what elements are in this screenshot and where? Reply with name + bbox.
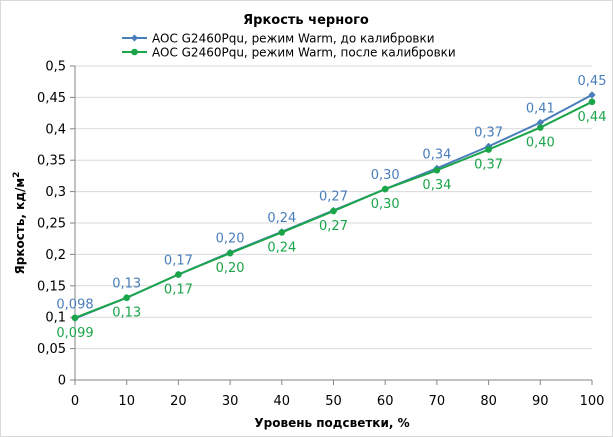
x-tick-label: 10 [118,394,135,409]
x-tick-label: 80 [480,394,497,409]
data-label: 0,099 [56,326,93,341]
x-tick-label: 30 [222,394,239,409]
chart-title: Яркость черного [243,13,369,28]
data-label: 0,41 [526,102,555,117]
data-point-circle [433,166,441,174]
data-point-circle [537,124,544,131]
data-label: 0,37 [474,158,503,173]
data-label: 0,24 [267,240,296,255]
legend-label-before: AOC G2460Pqu, режим Warm, до калибровки [152,32,435,46]
legend: AOC G2460Pqu, режим Warm, до калибровки … [122,32,456,60]
data-point-circle [330,207,337,215]
data-point-circle [123,294,130,302]
x-tick-label: 20 [170,394,187,409]
data-label: 0,34 [422,178,451,193]
data-point-circle [381,185,389,193]
x-axis-title: Уровень подсветки, % [254,416,409,430]
data-label: 0,27 [319,189,348,204]
x-tick-label: 0 [71,394,79,409]
data-point-diamond [588,91,596,99]
x-tick-label: 70 [429,394,446,409]
data-point-circle [71,314,79,322]
x-tick-label: 90 [532,394,549,409]
data-label: 0,13 [112,306,141,321]
data-label: 0,20 [216,261,245,276]
y-tick-label: 0,2 [45,248,66,263]
data-label: 0,27 [319,219,348,234]
data-point-circle [175,271,182,278]
legend-marker-before [131,34,138,42]
y-tick-labels: 0 0,05 0,1 0,15 0,2 0,25 0,3 0,35 0,4 0,45 0,5 [37,60,66,389]
y-tick-label: 0,4 [45,122,66,137]
legend-label-after: AOC G2460Pqu, режим Warm, после калибров… [152,46,456,60]
y-tick-label: 0,3 [45,185,66,200]
x-tick-label: 60 [377,394,394,409]
gridlines [75,65,592,350]
data-point-circle [226,249,234,257]
y-tick-label: 0,05 [37,342,66,357]
y-tick-label: 0 [58,374,66,389]
series-layer [71,91,596,323]
y-tick-label: 0,15 [37,279,66,294]
x-tick-label: 40 [274,394,291,409]
y-axis-title-main: Яркость, кд/м [13,178,27,275]
data-label: 0,17 [164,253,193,268]
y-tick-label: 0,35 [37,154,66,169]
data-label: 0,17 [164,282,193,297]
data-label: 0,20 [216,232,245,247]
data-label: 0,24 [267,211,296,226]
legend-entry-before: AOC G2460Pqu, режим Warm, до калибровки [122,32,435,46]
series-2 [71,98,596,322]
data-label: 0,34 [422,147,451,162]
y-tick-label: 0,5 [45,60,66,75]
y-axis-title-sup: 2 [12,172,22,178]
data-label: 0,44 [578,110,607,125]
data-labels-layer: 0,098 0,13 0,17 0,20 0,24 0,27 0,30 0,34 0,37 0,4… [56,74,606,341]
data-label: 0,13 [112,277,141,292]
data-label: 0,45 [578,74,607,89]
data-point-circle [588,98,596,106]
data-label: 0,30 [371,168,400,183]
data-label: 0,30 [371,197,400,212]
y-axis-title: Яркость, кд/м2 [12,172,27,275]
x-tick-labels: 0 10 20 30 40 50 60 70 80 90 100 [71,394,605,409]
data-label: 0,40 [526,136,555,151]
x-tick-label: 50 [325,394,342,409]
y-tick-label: 0,25 [37,217,66,232]
data-point-diamond [536,118,544,127]
x-tick-label: 100 [580,394,605,409]
data-label: 0,098 [56,297,93,312]
y-tick-label: 0,45 [37,91,66,106]
y-tick-label: 0,1 [45,311,66,326]
data-label: 0,37 [474,125,503,140]
data-point-circle [485,146,492,153]
legend-marker-after [131,48,138,56]
axes [70,65,593,385]
data-point-circle [278,229,286,236]
legend-entry-after: AOC G2460Pqu, режим Warm, после калибров… [122,46,456,60]
